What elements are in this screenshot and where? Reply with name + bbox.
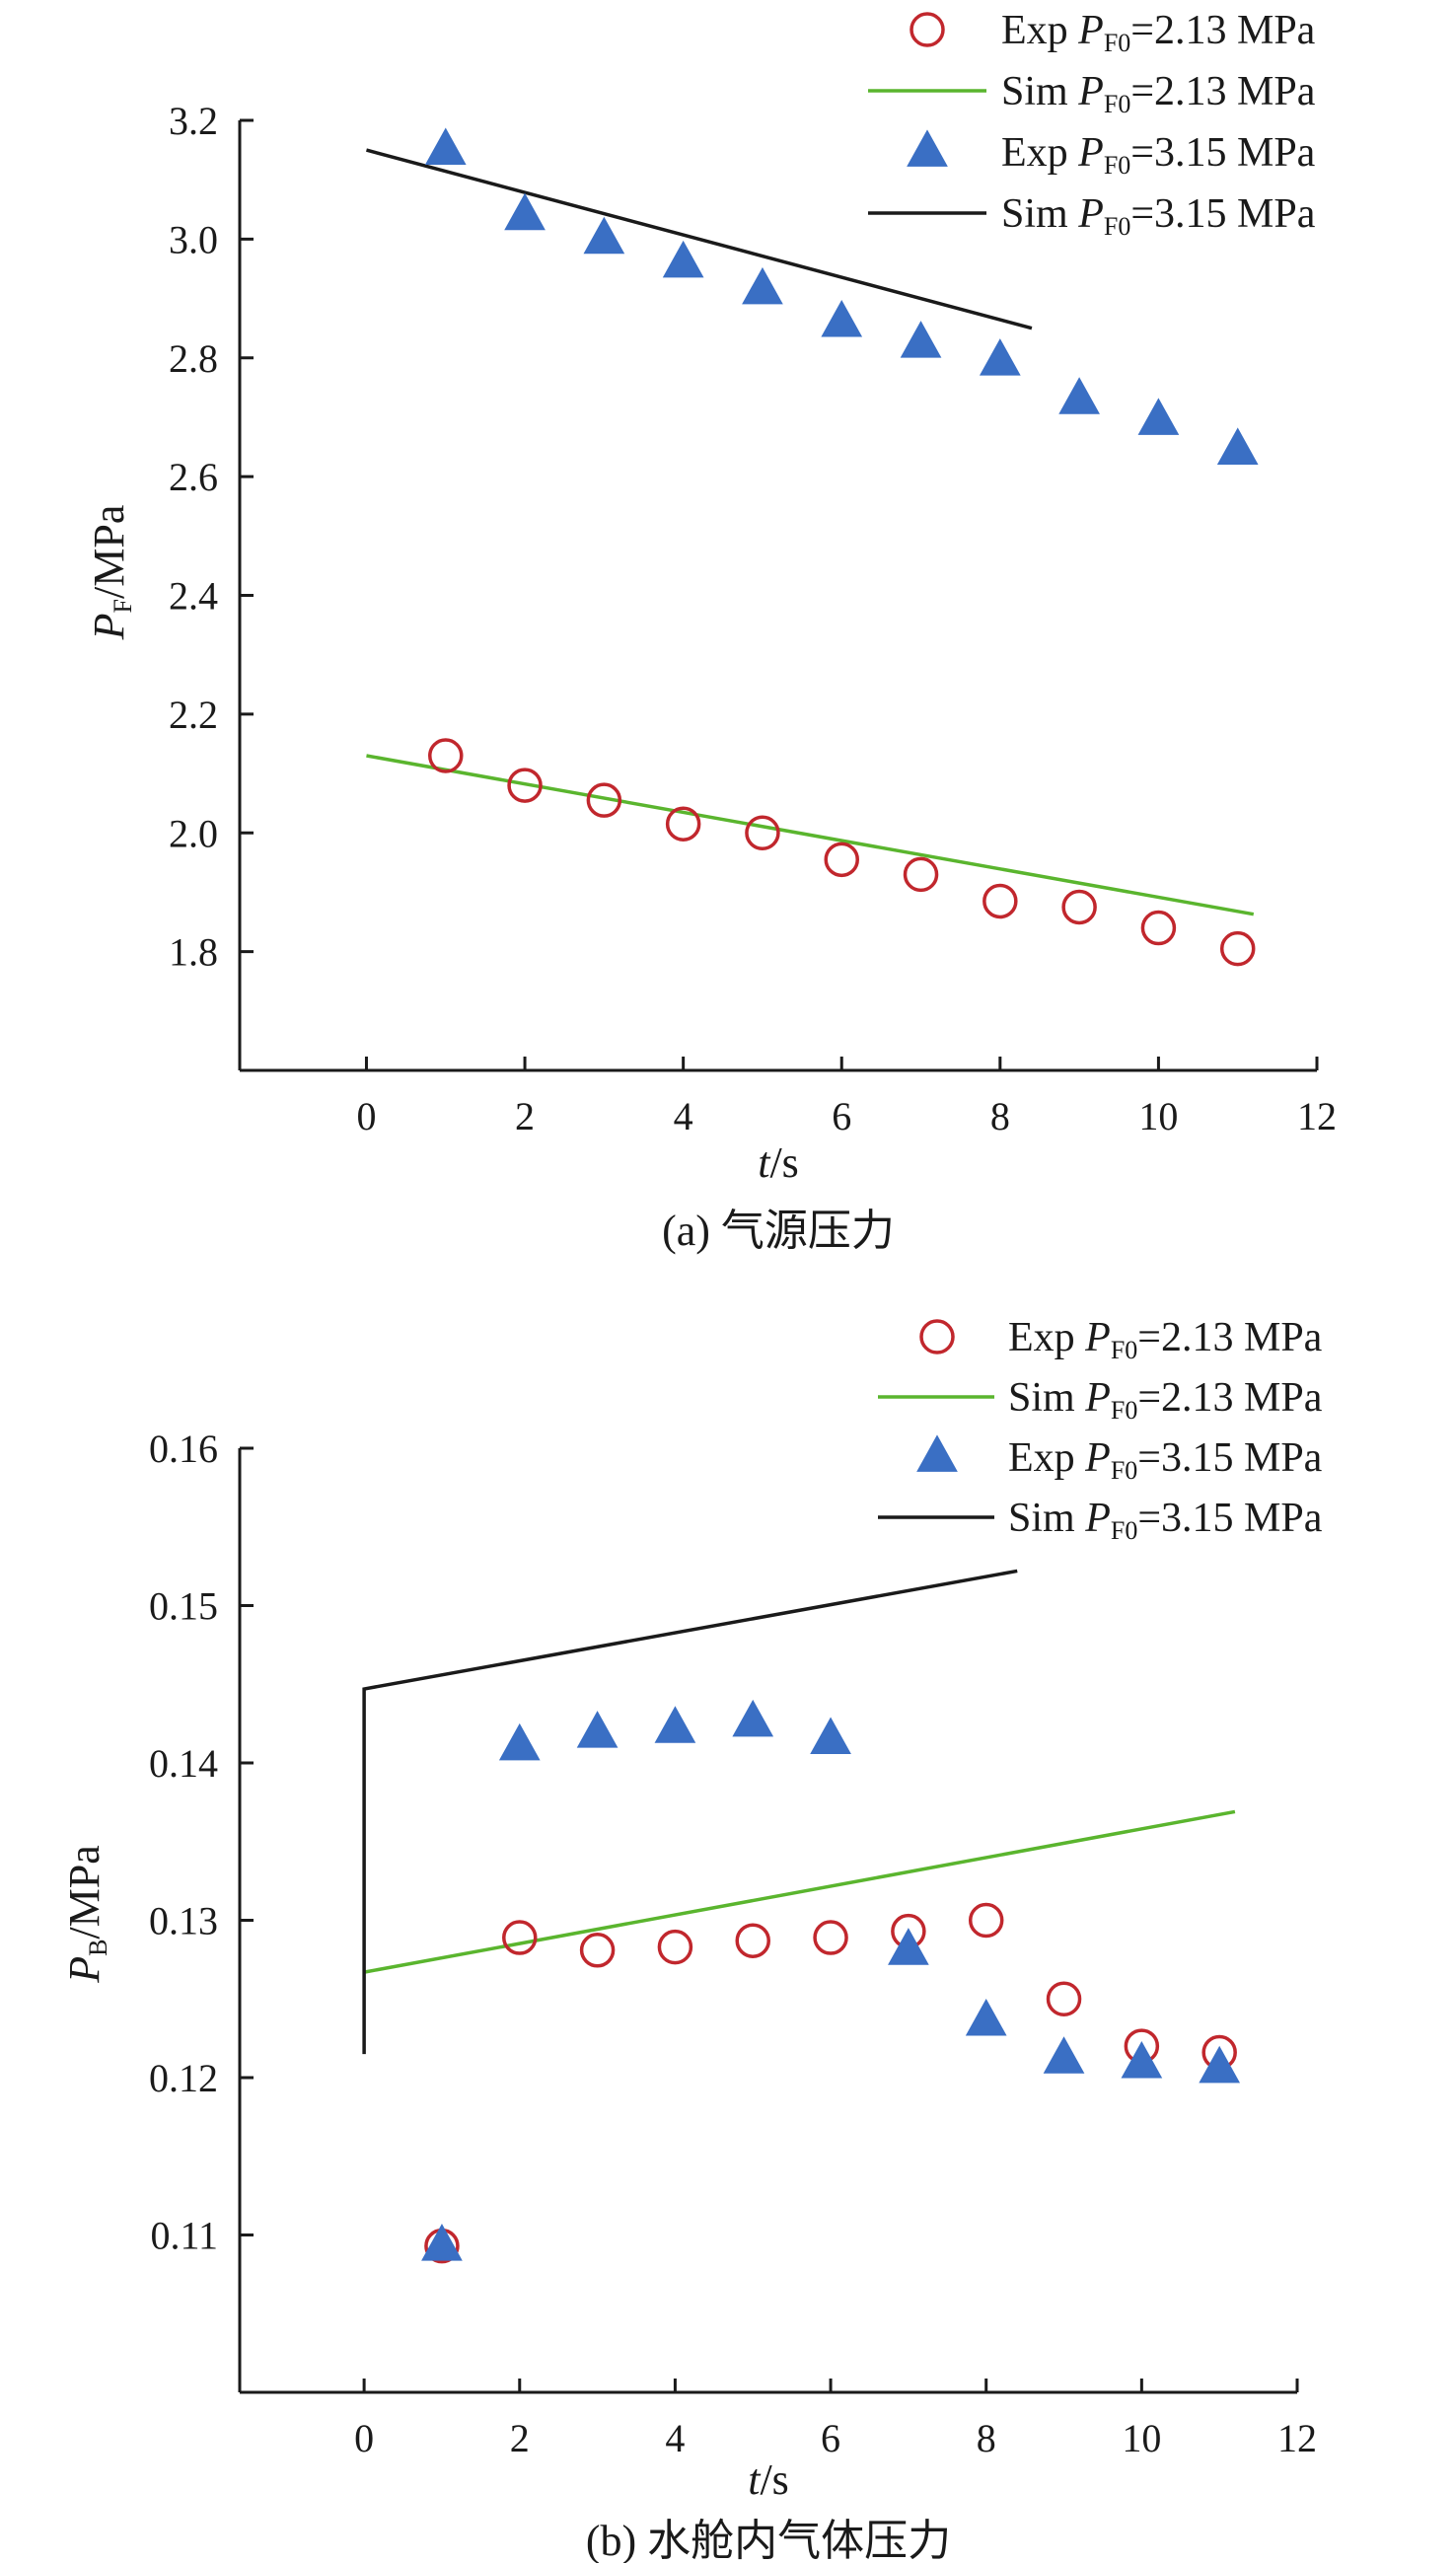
series-group-b bbox=[362, 1569, 1241, 2264]
legend-entry-label: Exp PF0=2.13 MPa bbox=[1008, 1315, 1323, 1364]
y-tick-label: 2.6 bbox=[169, 455, 218, 499]
caption-b: (b) 水舱内气体压力 bbox=[586, 2517, 951, 2563]
y-tick-label: 0.14 bbox=[149, 1741, 218, 1786]
data-point-triangle bbox=[1121, 2041, 1163, 2079]
x-axis-label: t/s bbox=[748, 2455, 789, 2504]
data-point-circle bbox=[968, 1902, 1004, 1939]
data-point-circle bbox=[657, 1929, 693, 1965]
data-point-triangle bbox=[504, 192, 546, 231]
data-point-circle bbox=[579, 1933, 616, 1968]
y-tick-label: 0.13 bbox=[149, 1899, 218, 1943]
data-point-triangle bbox=[732, 1699, 774, 1737]
data-point-circle bbox=[665, 806, 701, 842]
y-tick-label: 0.15 bbox=[149, 1584, 218, 1629]
x-tick-label: 8 bbox=[990, 1094, 1010, 1138]
y-tick-label: 3.2 bbox=[169, 99, 218, 143]
legend-entry-label: Sim PF0=3.15 MPa bbox=[1001, 191, 1316, 241]
x-tick-label: 2 bbox=[515, 1094, 535, 1138]
legend-entry-label: Sim PF0=2.13 MPa bbox=[1008, 1375, 1323, 1425]
data-point-circle bbox=[1046, 1981, 1082, 2016]
x-tick-label: 2 bbox=[510, 2416, 530, 2460]
y-tick-label: 1.8 bbox=[169, 930, 218, 975]
data-point-circle bbox=[813, 1920, 848, 1955]
legend-marker-circle bbox=[919, 1319, 955, 1355]
x-tick-label: 0 bbox=[356, 1094, 376, 1138]
tick-group-b: 0 2 4 6 8 10 12 0.11 0.12 0.13 0.14 0.15 0.16 bbox=[149, 1427, 1317, 2460]
data-point-circle bbox=[735, 1923, 770, 1958]
sim-line-series-1 bbox=[363, 1809, 1236, 1974]
legend-a: Exp PF0=2.13 MPa Sim PF0=2.13 MPa Exp PF0=… bbox=[868, 8, 1316, 241]
sim-line-series-3 bbox=[362, 1569, 1018, 2055]
x-tick-label: 6 bbox=[821, 2416, 840, 2460]
data-point-triangle bbox=[900, 321, 942, 358]
data-point-circle bbox=[824, 842, 859, 878]
data-point-triangle bbox=[583, 216, 625, 255]
data-point-triangle bbox=[421, 2224, 463, 2261]
sim-line-series-3 bbox=[366, 148, 1033, 330]
y-tick-label: 0.11 bbox=[150, 2214, 218, 2258]
x-tick-label: 10 bbox=[1122, 2416, 1161, 2460]
data-point-circle bbox=[502, 1920, 538, 1955]
legend-b: Exp PF0=2.13 MPa Sim PF0=2.13 MPa Exp PF0=… bbox=[878, 1315, 1323, 1545]
legend-entry-label: Exp PF0=3.15 MPa bbox=[1008, 1435, 1323, 1485]
y-axis-label: PF/MPa bbox=[85, 505, 137, 641]
data-point-triangle bbox=[424, 127, 467, 165]
data-point-triangle bbox=[1216, 427, 1259, 465]
tick-group-a: 0 2 4 6 8 10 12 1.8 2.0 2.2 2.4 2.6 2.8 3.0 3.2 bbox=[169, 99, 1337, 1138]
y-tick-label: 3.0 bbox=[169, 217, 218, 261]
data-point-triangle bbox=[1058, 377, 1100, 414]
legend-entry-label: Sim PF0=3.15 MPa bbox=[1008, 1496, 1323, 1545]
legend-entry-label: Exp PF0=2.13 MPa bbox=[1001, 8, 1316, 57]
caption-a: (a) 气源压力 bbox=[662, 1207, 895, 1255]
data-point-circle bbox=[428, 738, 464, 773]
y-tick-label: 2.4 bbox=[169, 574, 218, 619]
legend-marker-triangle bbox=[916, 1434, 958, 1472]
data-point-circle bbox=[903, 856, 939, 893]
x-tick-label: 10 bbox=[1138, 1094, 1178, 1138]
y-tick-label: 2.2 bbox=[169, 693, 218, 737]
series-group-a bbox=[366, 127, 1259, 967]
data-point-circle bbox=[1140, 910, 1177, 946]
y-tick-label: 0.12 bbox=[149, 2056, 218, 2100]
x-tick-label: 4 bbox=[674, 1094, 693, 1138]
x-tick-label: 0 bbox=[354, 2416, 374, 2460]
data-point-triangle bbox=[810, 1717, 851, 1754]
data-point-circle bbox=[983, 883, 1018, 919]
data-point-triangle bbox=[498, 1722, 541, 1761]
data-point-circle bbox=[586, 782, 622, 818]
x-axis-label: t/s bbox=[758, 1138, 799, 1187]
data-point-circle bbox=[745, 815, 780, 850]
data-point-triangle bbox=[1137, 398, 1180, 435]
legend-entry-label: Sim PF0=2.13 MPa bbox=[1001, 69, 1316, 118]
data-point-triangle bbox=[654, 1706, 696, 1743]
chart-panel-b: 0 2 4 6 8 10 12 0.11 0.12 0.13 0.14 0.15 0.16 Exp PF… bbox=[60, 1315, 1323, 2563]
legend-entry-label: Exp PF0=3.15 MPa bbox=[1001, 130, 1316, 180]
data-point-triangle bbox=[821, 300, 863, 337]
x-tick-label: 6 bbox=[832, 1094, 851, 1138]
data-point-triangle bbox=[1043, 2036, 1085, 2074]
legend-marker-triangle bbox=[907, 129, 948, 167]
x-tick-label: 12 bbox=[1277, 2416, 1317, 2460]
x-tick-label: 4 bbox=[665, 2416, 685, 2460]
data-point-triangle bbox=[965, 1998, 1007, 2036]
data-point-triangle bbox=[662, 240, 704, 278]
x-tick-label: 8 bbox=[977, 2416, 996, 2460]
y-tick-label: 0.16 bbox=[149, 1427, 218, 1471]
data-point-circle bbox=[507, 768, 543, 803]
y-tick-label: 2.0 bbox=[169, 811, 218, 855]
data-point-circle bbox=[1061, 889, 1097, 925]
x-tick-label: 12 bbox=[1297, 1094, 1337, 1138]
data-point-triangle bbox=[1199, 2045, 1241, 2084]
sim-line-series-1 bbox=[366, 754, 1255, 916]
data-point-triangle bbox=[979, 338, 1021, 376]
data-point-triangle bbox=[742, 266, 783, 305]
y-axis-label: PB/MPa bbox=[60, 1845, 112, 1984]
legend-marker-circle bbox=[910, 12, 945, 47]
chart-panel-a: 0 2 4 6 8 10 12 1.8 2.0 2.2 2.4 2.6 2.8 3.0 3.2 Exp PF… bbox=[85, 8, 1337, 1255]
data-point-triangle bbox=[888, 1928, 929, 1965]
y-tick-label: 2.8 bbox=[169, 336, 218, 381]
data-point-circle bbox=[1219, 930, 1256, 967]
data-point-triangle bbox=[576, 1711, 619, 1748]
